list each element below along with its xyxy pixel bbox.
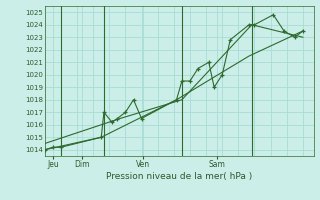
X-axis label: Pression niveau de la mer( hPa ): Pression niveau de la mer( hPa ) [106,172,252,181]
